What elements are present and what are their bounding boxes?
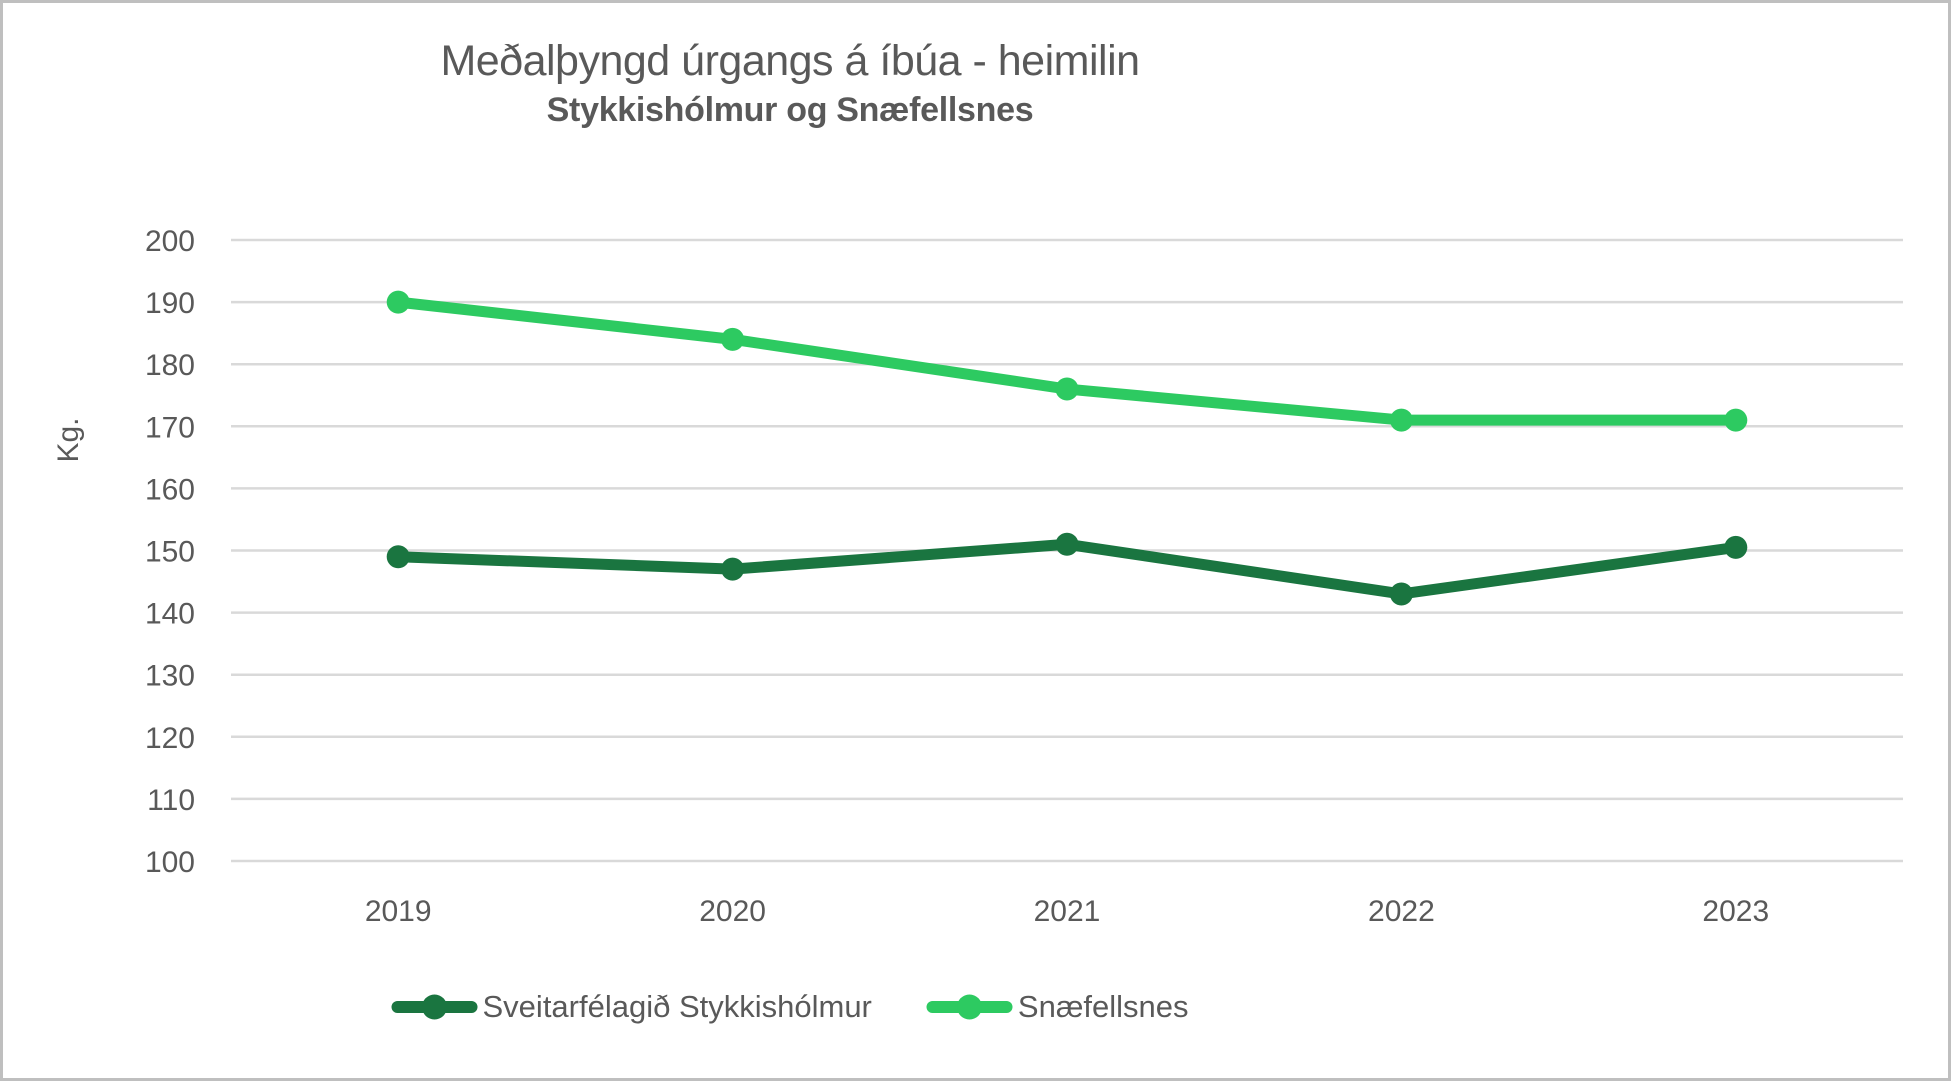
data-point-marker-2023 bbox=[1724, 408, 1748, 432]
chart-header: Meðalþyngd úrgangs á íbúa - heimilin Sty… bbox=[440, 37, 1140, 130]
x-axis-tick-label: 2021 bbox=[1034, 895, 1101, 928]
y-axis-tick-label: 140 bbox=[145, 598, 195, 631]
legend-line-marker-icon bbox=[391, 994, 478, 1020]
y-axis-tick-label: 190 bbox=[145, 287, 195, 320]
y-axis-tick-label: 130 bbox=[145, 660, 195, 693]
y-axis-title: Kg. bbox=[52, 417, 85, 463]
data-point-marker-2020 bbox=[721, 327, 745, 351]
legend-item-snaefellsnes: Snæfellsnes bbox=[926, 989, 1189, 1025]
plot-area: 200 190 180 170 160 150 140 130 120 110 100 2019 202… bbox=[145, 225, 1903, 928]
legend: Sveitarfélagið Stykkishólmur Snæfellsnes bbox=[391, 989, 1189, 1025]
data-point-marker-2022 bbox=[1389, 408, 1413, 432]
legend-label: Snæfellsnes bbox=[1017, 989, 1189, 1024]
legend-label: Sveitarfélagið Stykkishólmur bbox=[482, 989, 872, 1024]
x-axis-tick-label: 2023 bbox=[1702, 895, 1769, 928]
data-point-marker-2020 bbox=[721, 557, 745, 581]
data-point-marker-2021 bbox=[1055, 377, 1079, 401]
x-axis-tick-label: 2022 bbox=[1368, 895, 1435, 928]
x-axis-tick-label: 2020 bbox=[699, 895, 766, 928]
legend-line-marker-icon bbox=[926, 994, 1013, 1020]
data-point-marker-2019 bbox=[386, 545, 410, 569]
y-axis-tick-label: 150 bbox=[145, 536, 195, 569]
legend-item-stykkisholmur: Sveitarfélagið Stykkishólmur bbox=[391, 989, 872, 1025]
y-axis-tick-label: 180 bbox=[145, 349, 195, 382]
series-line bbox=[392, 296, 1742, 426]
data-point-marker-2019 bbox=[386, 290, 410, 314]
legend-dot-icon bbox=[957, 994, 983, 1020]
y-axis-tick-label: 200 bbox=[145, 225, 195, 258]
y-axis-tick-label: 110 bbox=[147, 784, 195, 817]
data-point-marker-2023 bbox=[1724, 535, 1748, 559]
y-axis-tick-label: 100 bbox=[145, 846, 195, 879]
chart-subtitle: Stykkishólmur og Snæfellsnes bbox=[546, 91, 1034, 130]
x-axis-tick-label: 2019 bbox=[365, 895, 432, 928]
y-axis-tick-label: 120 bbox=[145, 722, 195, 755]
y-axis-tick-label: 160 bbox=[145, 473, 195, 506]
data-point-marker-2021 bbox=[1055, 532, 1079, 556]
data-point-marker-2022 bbox=[1389, 582, 1413, 606]
chart-title: Meðalþyngd úrgangs á íbúa - heimilin bbox=[440, 37, 1140, 85]
legend-dot-icon bbox=[422, 994, 448, 1020]
y-axis-tick-label: 170 bbox=[145, 411, 195, 444]
